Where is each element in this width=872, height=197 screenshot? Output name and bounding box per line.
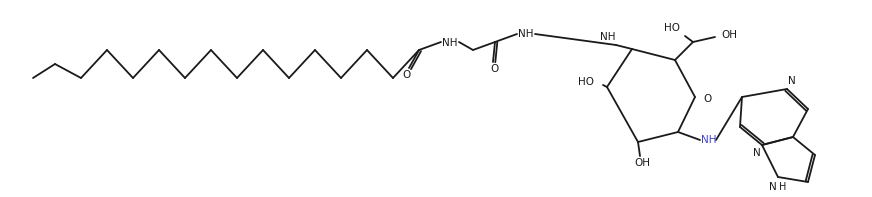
Text: OH: OH <box>634 158 650 168</box>
Text: NH: NH <box>701 135 717 145</box>
Text: NH: NH <box>442 38 458 48</box>
Text: NH: NH <box>600 32 616 42</box>
Text: OH: OH <box>721 30 737 40</box>
Text: O: O <box>402 70 410 80</box>
Text: N: N <box>753 148 761 158</box>
Text: N: N <box>788 76 796 86</box>
Text: HO: HO <box>664 23 680 33</box>
Text: NH: NH <box>518 29 534 39</box>
Text: H: H <box>780 182 787 192</box>
Text: O: O <box>490 64 498 74</box>
Text: O: O <box>703 94 712 104</box>
Text: HO: HO <box>578 77 594 87</box>
Text: N: N <box>769 182 777 192</box>
